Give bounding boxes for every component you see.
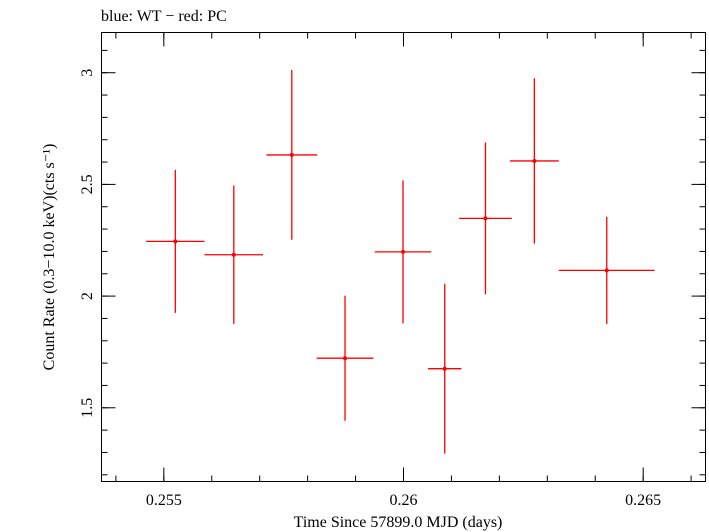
y-tick-label: 2.5 <box>79 174 96 194</box>
x-tick-label: 0.255 <box>146 492 182 509</box>
data-point <box>509 78 559 244</box>
data-marker <box>604 268 609 273</box>
chart-title: blue: WT − red: PC <box>101 8 227 25</box>
data-marker <box>483 216 488 221</box>
data-marker <box>231 252 236 257</box>
data-point <box>316 295 374 421</box>
data-point <box>427 283 462 454</box>
data-point <box>266 70 318 240</box>
tick-labels: 0.255 0.26 0.265 1.5 2 2.5 3 <box>79 69 661 509</box>
y-tick-label: 3 <box>79 69 96 77</box>
axis-ticks <box>101 32 706 482</box>
data-point <box>459 142 512 295</box>
data-point <box>558 216 655 325</box>
y-tick-label: 1.5 <box>79 398 96 418</box>
data-marker <box>401 249 406 254</box>
y-axis-label: Count Rate (0.3−10.0 keV)(cts s⁻¹) <box>41 144 58 371</box>
data-marker <box>173 239 178 244</box>
data-point <box>374 180 432 324</box>
data-point <box>204 185 264 325</box>
data-marker <box>343 356 348 361</box>
y-tick-label: 2 <box>79 292 96 300</box>
data-marker <box>532 158 537 163</box>
data-points <box>146 70 655 454</box>
data-point <box>146 169 205 313</box>
x-tick-label: 0.265 <box>625 492 661 509</box>
x-tick-label: 0.26 <box>390 492 418 509</box>
data-marker <box>289 152 294 157</box>
data-marker <box>442 366 447 371</box>
x-axis-label: Time Since 57899.0 MJD (days) <box>294 514 503 531</box>
